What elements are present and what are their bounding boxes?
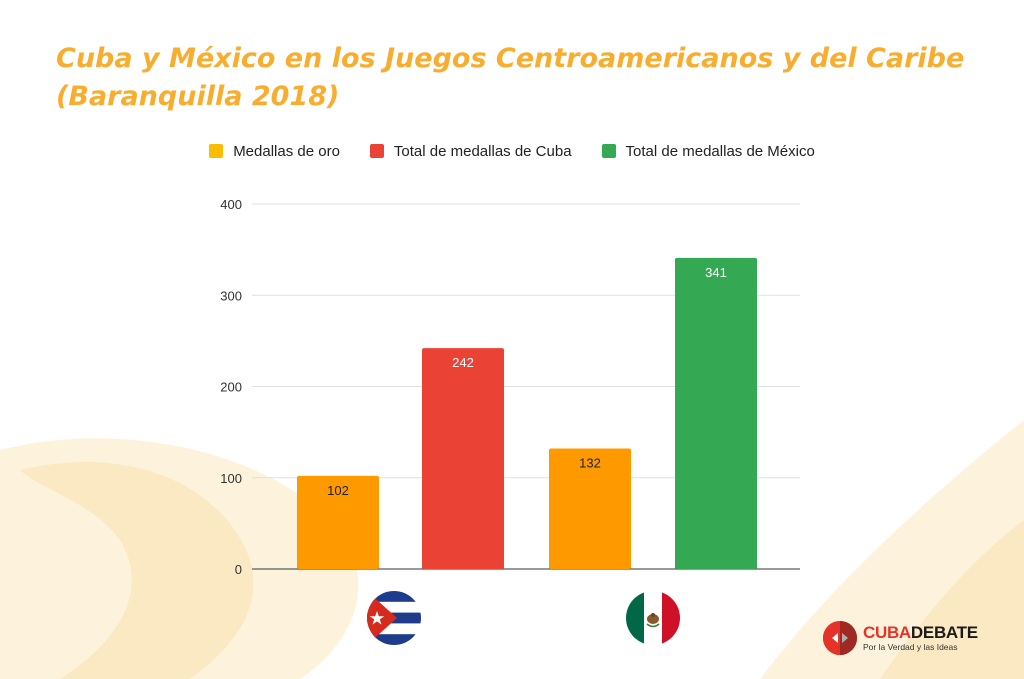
bar-value-label-0-1: 242 bbox=[452, 355, 474, 370]
y-tick-label-100: 100 bbox=[220, 471, 242, 486]
cubadebate-tagline: Por la Verdad y las Ideas bbox=[863, 641, 958, 652]
legend-swatch-cuba-total bbox=[369, 144, 384, 158]
bar-0-0 bbox=[297, 475, 379, 569]
y-tick-label-300: 300 bbox=[220, 288, 242, 303]
legend-swatch-mexico-total bbox=[601, 144, 616, 158]
bar-1-0 bbox=[549, 448, 631, 569]
logo-name-cuba: CUBA bbox=[863, 622, 911, 642]
cubadebate-logo: CUBADEBATE Por la Verdad y las Ideas bbox=[823, 618, 993, 658]
bar-value-label-0-0: 102 bbox=[327, 483, 349, 498]
y-tick-label-200: 200 bbox=[220, 380, 242, 395]
cubadebate-logo-text: CUBADEBATE Por la Verdad y las Ideas bbox=[863, 622, 978, 653]
chart-title: Cuba y México en los Juegos Centroameric… bbox=[56, 43, 965, 112]
logo-name-debate: DEBATE bbox=[910, 622, 978, 642]
legend-item-gold: Medallas de oro bbox=[209, 139, 340, 163]
legend-item-mexico-total: Total de medallas de México bbox=[601, 139, 815, 163]
y-tick-label-0: 0 bbox=[235, 562, 242, 577]
legend-item-cuba-total: Total de medallas de Cuba bbox=[369, 139, 572, 163]
cubadebate-logo-name: CUBADEBATE bbox=[863, 622, 978, 642]
cubadebate-logo-icon bbox=[823, 621, 857, 655]
bar-value-label-1-1: 341 bbox=[705, 265, 727, 280]
legend-label-cuba-total: Total de medallas de Cuba bbox=[393, 142, 572, 160]
legend-swatch-gold bbox=[209, 144, 224, 158]
chart-legend: Medallas de oro Total de medallas de Cub… bbox=[0, 139, 1024, 163]
bar-value-label-1-0: 132 bbox=[579, 456, 601, 471]
bar-0-1 bbox=[422, 348, 504, 569]
cuba-flag-icon bbox=[367, 591, 421, 645]
legend-label-gold: Medallas de oro bbox=[233, 142, 340, 160]
mexico-flag-icon bbox=[626, 591, 680, 645]
legend-label-mexico-total: Total de medallas de México bbox=[625, 142, 815, 160]
y-tick-label-400: 400 bbox=[220, 197, 242, 212]
bar-1-1 bbox=[675, 257, 757, 569]
